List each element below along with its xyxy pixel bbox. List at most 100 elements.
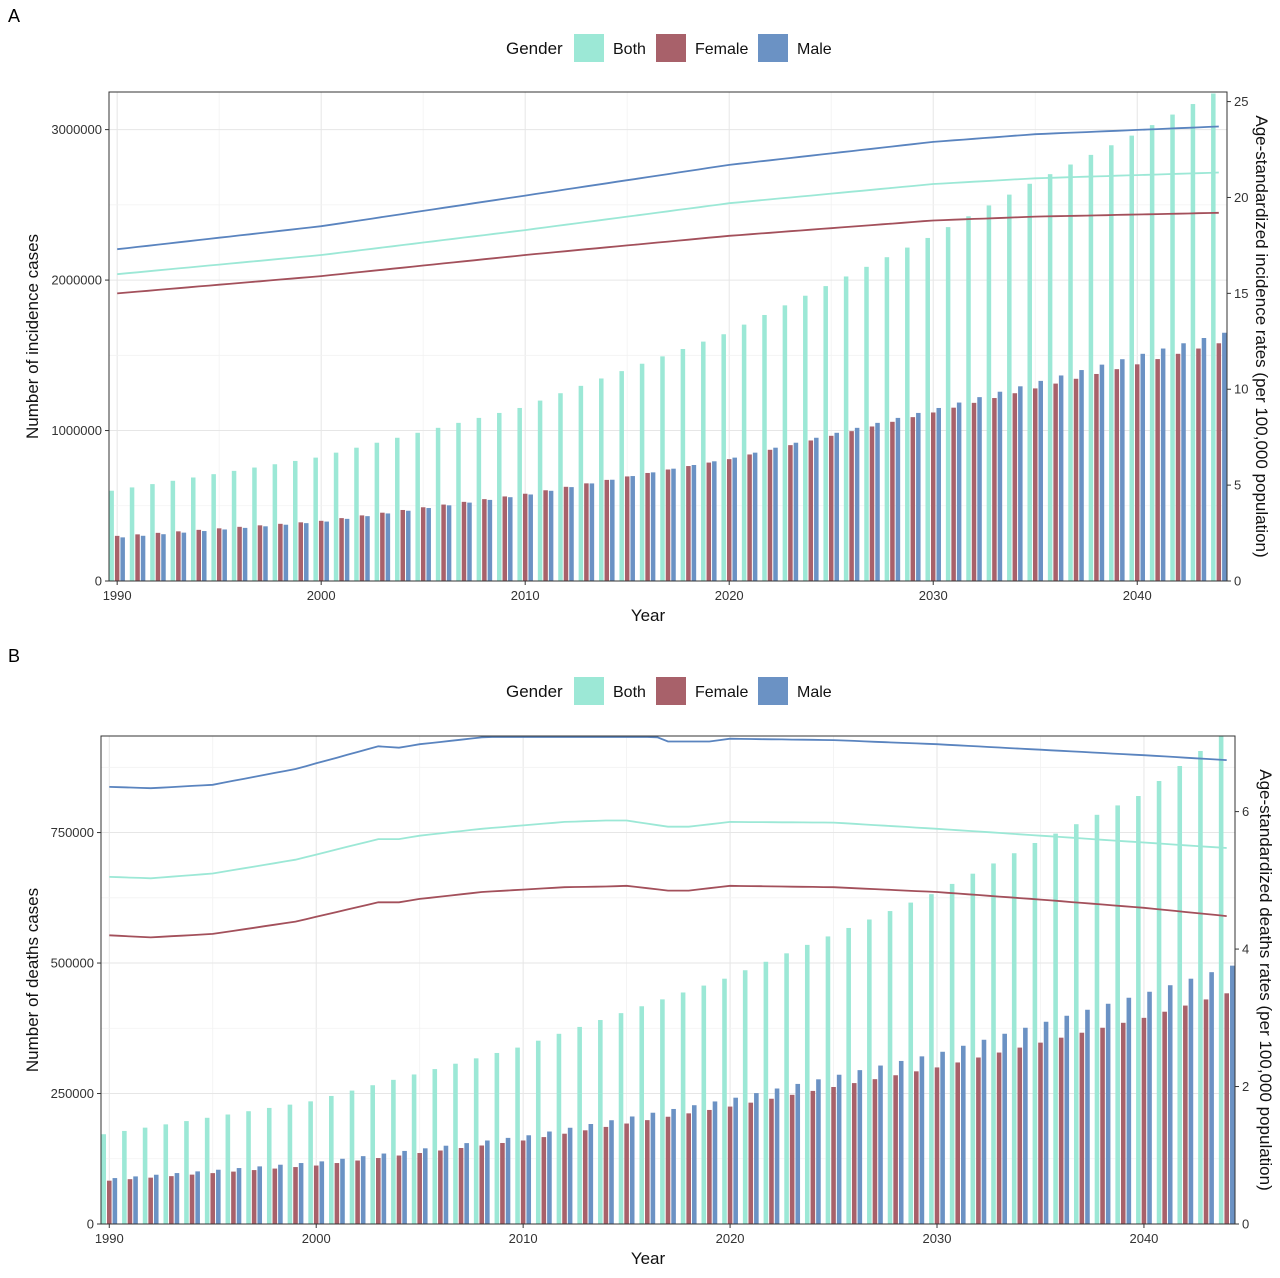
bar-male-1999: [298, 1163, 304, 1224]
bar-male-2029: [916, 412, 921, 581]
bar-female-2023: [788, 445, 793, 581]
bar-male-2037: [1079, 370, 1084, 581]
bar-male-1991: [133, 1176, 138, 1224]
bar-female-2035: [1038, 1042, 1043, 1224]
y-axis-title: Number of deaths cases: [23, 888, 42, 1072]
bar-both-2041: [1156, 781, 1162, 1224]
bar-both-2004: [395, 437, 400, 581]
bar-male-1997: [257, 1166, 263, 1224]
bar-female-2044: [1216, 343, 1222, 581]
bar-female-2000: [313, 1165, 319, 1224]
bar-both-1997: [246, 1111, 251, 1224]
bar-both-1998: [266, 1107, 272, 1224]
x-tick-label: 2020: [715, 588, 744, 603]
bar-both-2004: [391, 1079, 396, 1224]
bar-female-2037: [1073, 378, 1079, 581]
bar-female-2008: [479, 1145, 485, 1224]
bar-male-1996: [236, 1168, 242, 1224]
legend-key-female: [656, 34, 686, 62]
y-tick-label: 0: [87, 1217, 94, 1232]
bar-male-2001: [340, 1158, 345, 1224]
bar-female-2036: [1058, 1037, 1064, 1224]
x-tick-label: 2000: [307, 588, 336, 603]
bar-female-2041: [1162, 1011, 1167, 1224]
bar-female-2029: [914, 1071, 919, 1224]
bar-both-2043: [1190, 104, 1196, 581]
bar-both-2001: [329, 1095, 334, 1224]
bar-male-2028: [898, 1060, 904, 1224]
bar-both-1994: [184, 1121, 189, 1224]
bar-both-2005: [411, 1074, 417, 1224]
bar-female-2005: [420, 507, 426, 581]
bar-female-2001: [339, 518, 344, 581]
bar-female-2003: [375, 1158, 381, 1224]
bar-male-2044: [1222, 332, 1227, 581]
bar-female-2038: [1100, 1027, 1105, 1224]
bar-both-1991: [129, 487, 135, 581]
bar-both-2030: [929, 894, 934, 1224]
bar-male-2035: [1043, 1021, 1049, 1224]
bar-both-2042: [1170, 114, 1175, 582]
bar-both-2040: [1136, 796, 1141, 1224]
bar-female-2031: [955, 1062, 961, 1224]
bar-female-1998: [278, 523, 283, 581]
bar-both-2024: [803, 295, 808, 581]
bar-male-1990: [120, 537, 125, 581]
y-tick-label: 250000: [51, 1086, 94, 1101]
bar-male-2022: [773, 447, 778, 581]
rate-lines: [117, 125, 1219, 295]
bar-both-2019: [701, 985, 707, 1224]
bar-female-2004: [400, 509, 406, 581]
bar-female-2035: [1032, 388, 1038, 581]
bar-female-2030: [930, 412, 936, 581]
bar-female-2031: [951, 407, 956, 581]
bar-male-2010: [528, 494, 533, 581]
bar-male-2013: [588, 1123, 594, 1224]
x-axis: 1990 2000 2010 2020 2030 2040 Year: [103, 581, 1152, 625]
bar-both-2015: [619, 371, 624, 581]
bar-both-2044: [1218, 736, 1224, 1224]
x-tick-label: 2030: [923, 1231, 952, 1246]
bar-male-2016: [650, 472, 656, 581]
bar-female-1993: [169, 1176, 174, 1224]
y-tick-label: 750000: [51, 825, 94, 840]
y-axis-left: 0 250000 500000 750000 Number of deaths case…: [23, 825, 101, 1232]
bar-male-1997: [263, 526, 268, 581]
y2-tick-label: 10: [1234, 382, 1248, 397]
bar-both-2013: [578, 385, 584, 581]
panel-label: A: [8, 6, 20, 26]
bar-male-2005: [426, 508, 431, 581]
bar-both-2022: [762, 314, 767, 581]
bar-male-2019: [712, 1101, 718, 1224]
rate-line-female: [109, 884, 1227, 939]
bar-female-2042: [1175, 353, 1181, 581]
y2-tick-label: 25: [1234, 94, 1248, 109]
bar-female-2017: [665, 1116, 671, 1224]
bar-female-2040: [1141, 1017, 1147, 1224]
bar-both-2014: [598, 1020, 603, 1224]
bar-both-2036: [1047, 174, 1053, 582]
bar-both-2010: [517, 407, 522, 581]
bar-both-2031: [949, 883, 955, 1224]
bar-male-2006: [443, 1145, 449, 1224]
bar-both-2014: [599, 378, 604, 581]
bar-female-2018: [686, 466, 691, 581]
bar-female-1992: [148, 1177, 153, 1224]
bar-female-2016: [645, 1120, 650, 1224]
y2-tick-label: 15: [1234, 286, 1248, 301]
bar-female-1991: [135, 534, 140, 581]
bar-both-2030: [925, 237, 930, 581]
bar-male-2032: [981, 1039, 987, 1224]
bar-male-2021: [752, 452, 758, 581]
bar-female-2011: [543, 490, 548, 581]
bar-both-2035: [1032, 842, 1038, 1224]
bar-male-2031: [961, 1045, 966, 1224]
bar-female-2018: [686, 1113, 691, 1224]
bar-both-2027: [867, 919, 872, 1224]
bar-both-2034: [1007, 194, 1012, 581]
bar-female-2039: [1114, 369, 1120, 581]
y2-tick-label: 2: [1242, 1079, 1249, 1094]
bar-female-2004: [396, 1155, 402, 1224]
